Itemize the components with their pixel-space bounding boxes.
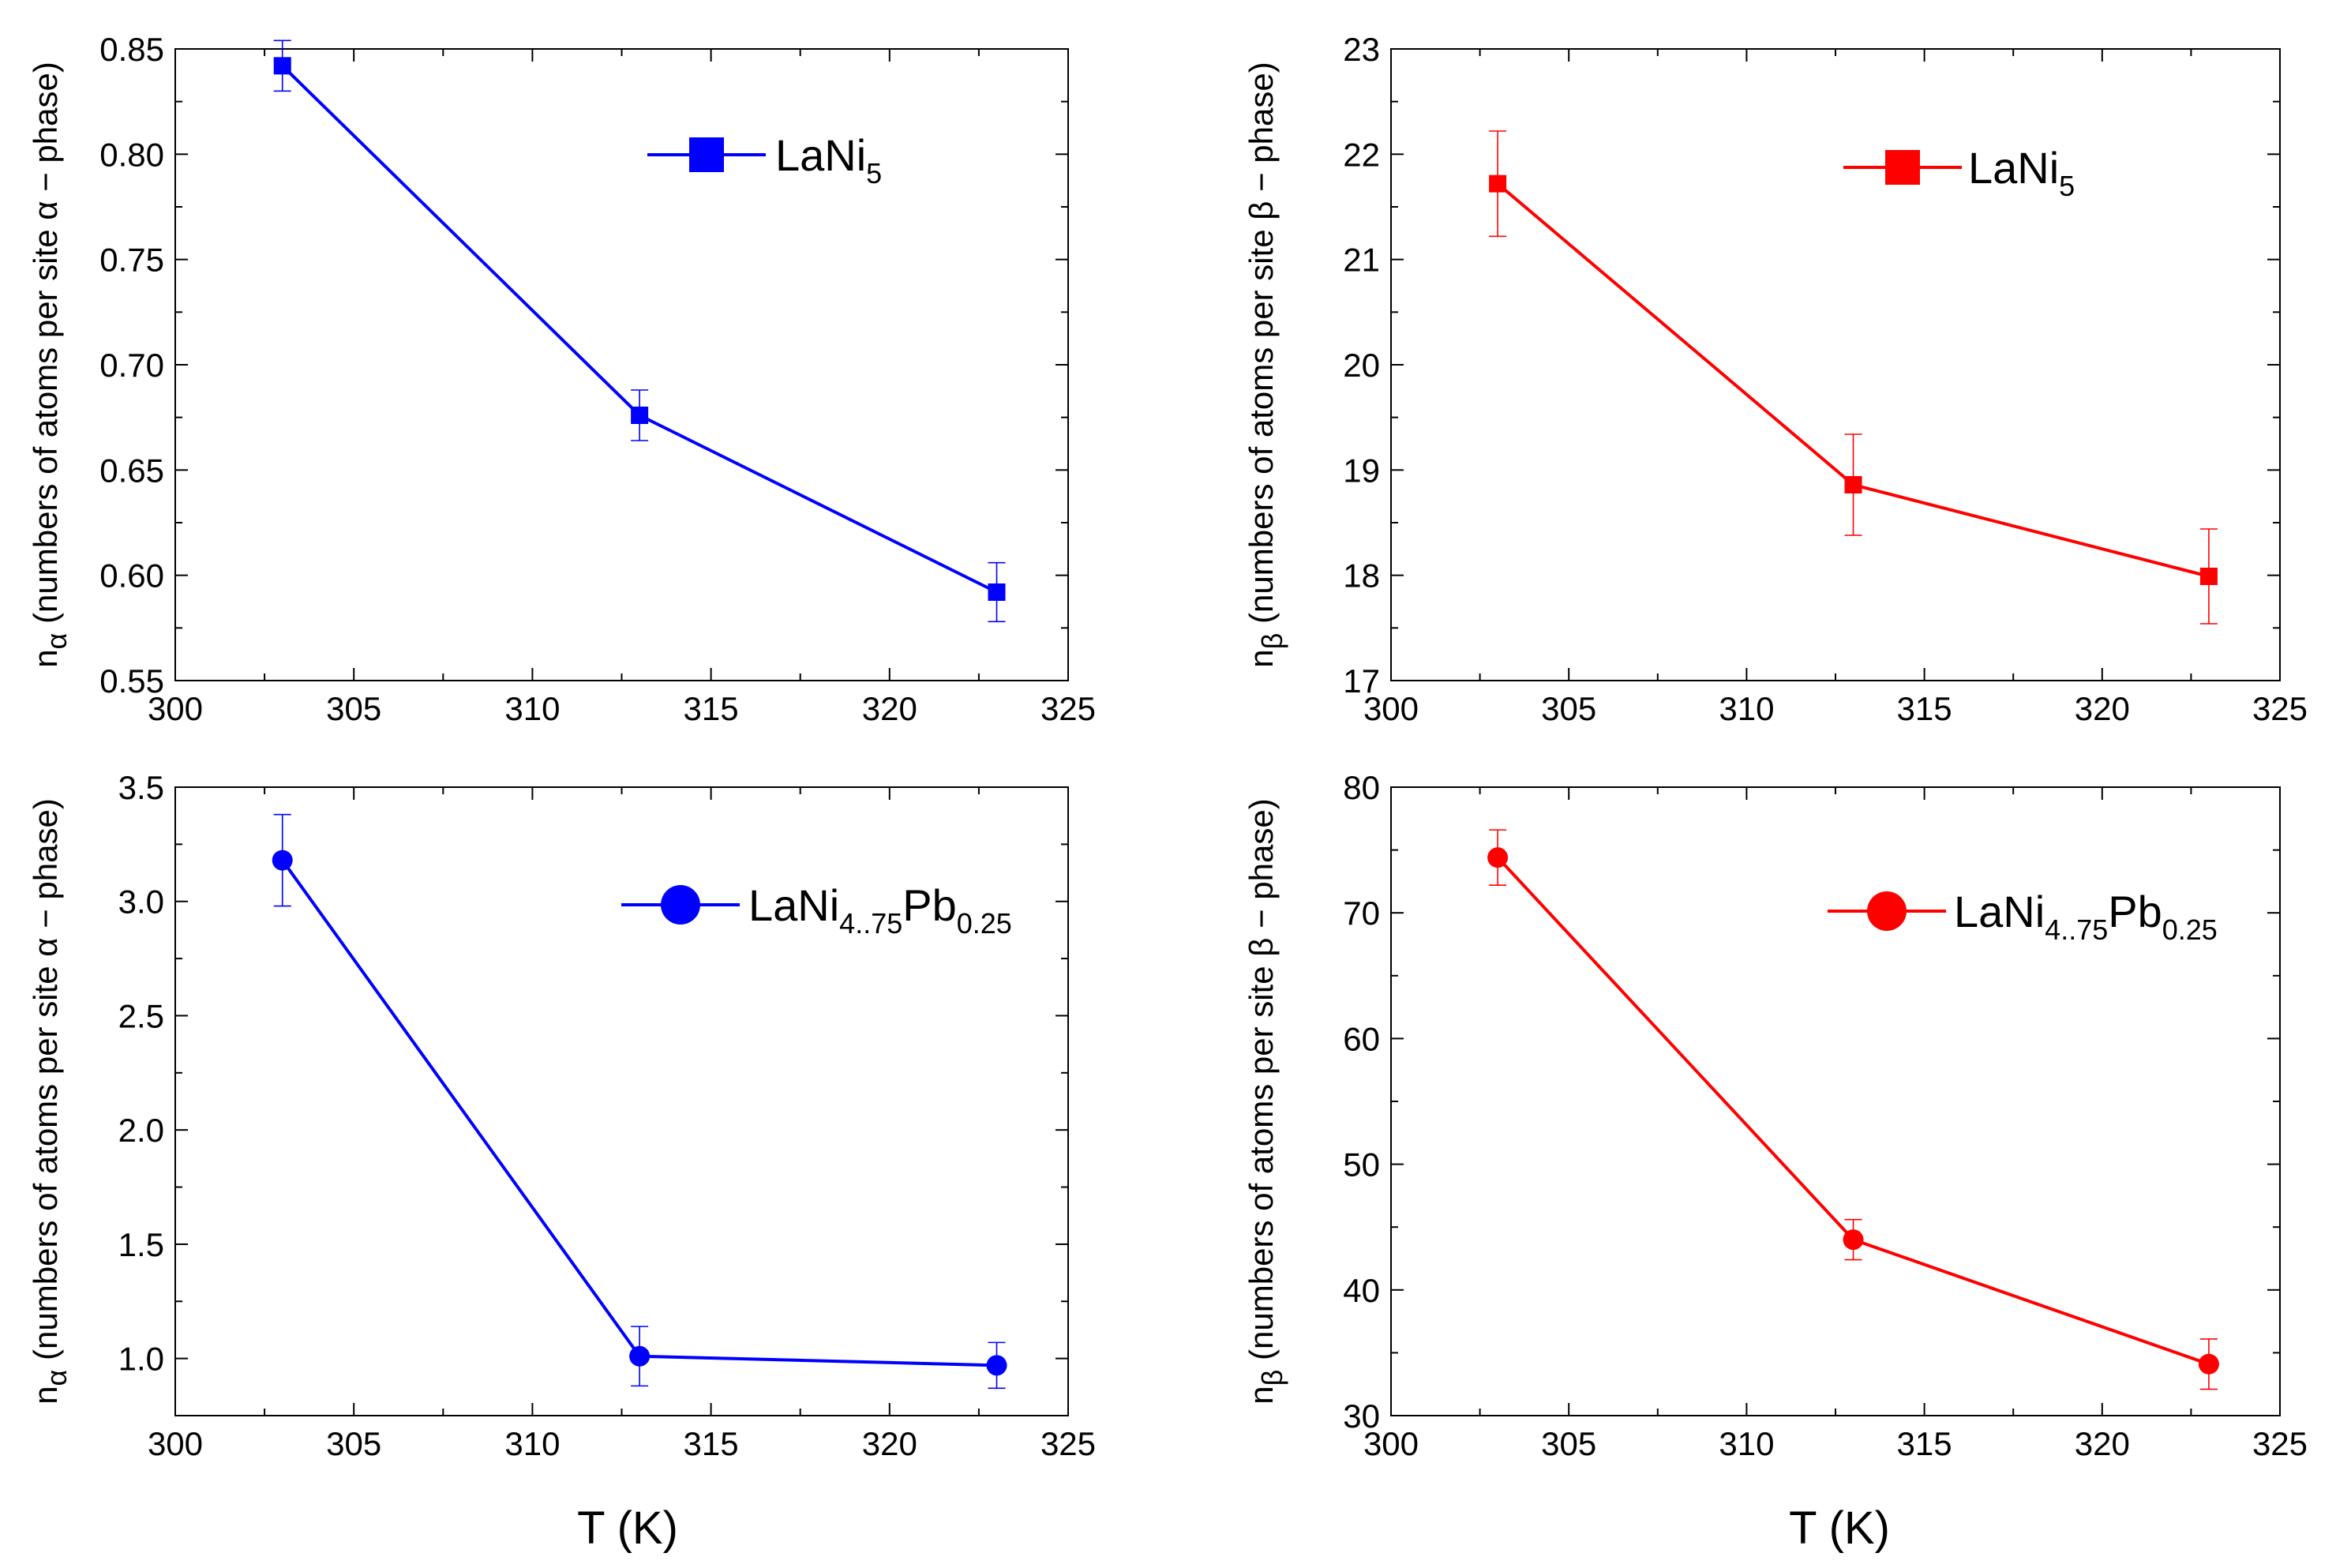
legend-marker — [1885, 150, 1920, 185]
y-axis-title: nα (numbers of atoms per site α − phase) — [27, 798, 73, 1405]
y-axis-title: nα (numbers of atoms per site α − phase) — [27, 62, 73, 668]
x-tick-label: 305 — [1541, 690, 1596, 727]
y-tick-label: 80 — [1343, 769, 1380, 806]
x-tick-label: 325 — [1041, 1425, 1096, 1462]
x-tick-label: 300 — [148, 690, 203, 727]
legend-marker — [1867, 891, 1907, 931]
x-tick-label: 315 — [684, 690, 739, 727]
data-point — [631, 407, 649, 424]
y-tick-label: 60 — [1343, 1020, 1380, 1057]
x-tick-label: 305 — [326, 1425, 381, 1462]
y-tick-label: 0.75 — [99, 242, 164, 279]
y-axis-title: nβ (numbers of atoms per site β − phase) — [1243, 798, 1288, 1404]
data-point — [986, 1355, 1007, 1376]
y-tick-label: 22 — [1343, 136, 1380, 173]
legend-label: LaNi5 — [775, 130, 882, 189]
y-tick-label: 70 — [1343, 895, 1380, 932]
y-tick-label: 20 — [1343, 347, 1380, 384]
series-line — [281, 64, 998, 594]
y-tick-label: 0.60 — [99, 557, 164, 595]
x-tick-label: 310 — [504, 690, 560, 727]
y-tick-label: 19 — [1343, 452, 1380, 489]
x-tick-label: 320 — [862, 690, 917, 727]
y-tick-label: 3.5 — [118, 769, 164, 806]
chart-panel-top-left: 300 305 310 315 320 325 0.55 0.60 0.65 0.70 0.75 0.… — [27, 31, 1096, 727]
x-tick-label: 310 — [1719, 1425, 1774, 1462]
data-point — [629, 1345, 651, 1367]
y-tick-label: 0.70 — [99, 347, 164, 384]
y-tick-label: 0.65 — [99, 452, 164, 489]
x-tick-label: 310 — [504, 1425, 560, 1462]
data-point — [1844, 476, 1862, 493]
y-axis-title: nβ (numbers of atoms per site β − phase) — [1243, 62, 1288, 667]
x-tick-label: 320 — [2075, 690, 2130, 727]
x-tick-label: 315 — [1897, 690, 1952, 727]
x-tick-label: 325 — [1041, 690, 1096, 727]
data-point — [1489, 174, 1507, 193]
y-tick-label: 2.5 — [118, 997, 164, 1034]
legend-label: LaNi4..75Pb0.25 — [748, 880, 1012, 940]
x-tick-label: 325 — [2252, 690, 2308, 727]
x-tick-label: 320 — [862, 1425, 917, 1462]
chart-panel-bottom-left: 300 305 310 315 320 325 1.0 1.5 2.0 2.5 3.0 3.5 nα (… — [27, 769, 1096, 1462]
data-point — [1843, 1229, 1864, 1251]
x-tick-label: 315 — [684, 1425, 739, 1462]
x-tick-label: 315 — [1897, 1425, 1952, 1462]
x-tick-label: 300 — [1363, 1425, 1419, 1462]
x-tick-label: 300 — [148, 1425, 203, 1462]
y-tick-label: 3.0 — [118, 883, 164, 921]
x-tick-label: 300 — [1363, 690, 1419, 727]
data-point — [2199, 568, 2218, 585]
x-tick-label: 325 — [2252, 1425, 2308, 1462]
y-tick-label: 1.5 — [118, 1226, 164, 1263]
y-tick-label: 0.85 — [99, 31, 164, 68]
data-point — [2198, 1353, 2219, 1375]
legend-label: LaNi4..75Pb0.25 — [1954, 887, 2218, 946]
x-tick-label: 320 — [2075, 1425, 2130, 1462]
data-point — [272, 850, 293, 871]
plot-frame — [1390, 48, 2281, 681]
y-tick-label: 50 — [1343, 1146, 1380, 1184]
chart-panel-bottom-right: 300 305 310 315 320 325 30 40 50 60 70 80 nβ (number… — [1243, 769, 2308, 1462]
y-tick-label: 2.0 — [118, 1112, 164, 1149]
y-tick-label: 0.80 — [99, 136, 164, 173]
chart-panel-top-right: 300 305 310 315 320 325 17 18 19 20 21 22 23 nβ (numb… — [1243, 31, 2308, 727]
x-axis-title-right: T (K) — [1789, 1502, 1890, 1554]
y-tick-label: 18 — [1343, 557, 1380, 595]
data-point — [988, 583, 1006, 601]
x-axis-title-left: T (K) — [577, 1502, 678, 1554]
plot-frame — [174, 48, 1069, 681]
y-tick-label: 40 — [1343, 1272, 1380, 1309]
x-tick-label: 305 — [1541, 1425, 1596, 1462]
plot-frame — [1390, 786, 2281, 1416]
y-tick-label: 0.55 — [99, 662, 164, 700]
x-tick-label: 310 — [1719, 690, 1774, 727]
legend-label: LaNi5 — [1968, 143, 2075, 202]
y-tick-label: 21 — [1343, 242, 1380, 279]
legend-marker — [661, 885, 700, 925]
legend-marker — [689, 137, 724, 172]
y-tick-label: 1.0 — [118, 1341, 164, 1378]
data-point — [1487, 847, 1509, 868]
y-tick-label: 17 — [1343, 662, 1380, 700]
data-point — [273, 57, 291, 75]
y-tick-label: 30 — [1343, 1397, 1380, 1435]
x-tick-label: 305 — [326, 690, 381, 727]
y-tick-label: 23 — [1343, 31, 1380, 68]
